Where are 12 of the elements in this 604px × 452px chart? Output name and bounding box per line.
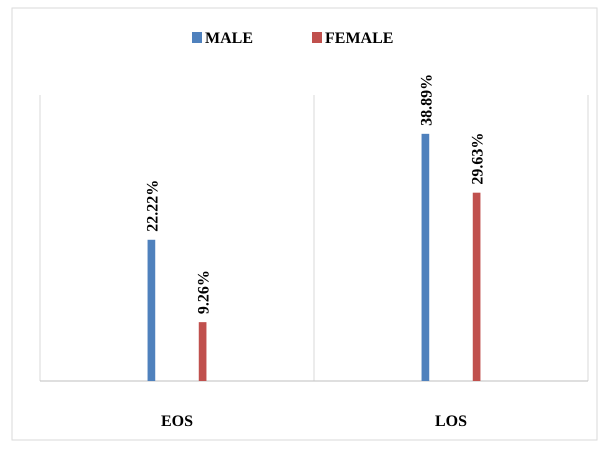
x-tick-label: EOS — [160, 413, 194, 430]
bar — [148, 240, 156, 381]
data-label: 9.26% — [196, 270, 213, 314]
data-label: 29.63% — [470, 132, 487, 185]
data-label: 38.89% — [418, 74, 436, 126]
x-tick-label: LOS — [434, 413, 468, 430]
bar — [472, 192, 480, 381]
data-label: 22.22% — [144, 180, 162, 232]
legend-label: FEMALE — [325, 30, 394, 47]
bar — [198, 322, 206, 381]
legend-label: MALE — [205, 30, 253, 47]
bar — [422, 134, 430, 381]
